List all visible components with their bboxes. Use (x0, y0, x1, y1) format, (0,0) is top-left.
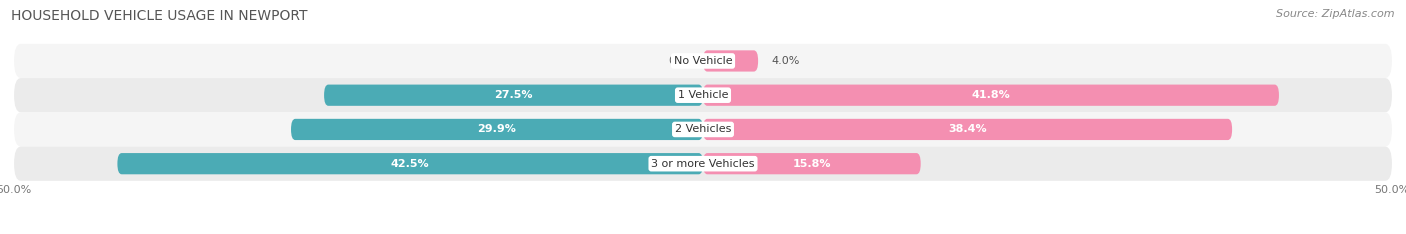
Text: 3 or more Vehicles: 3 or more Vehicles (651, 159, 755, 169)
Legend: Owner-occupied, Renter-occupied: Owner-occupied, Renter-occupied (576, 230, 830, 234)
Text: 1 Vehicle: 1 Vehicle (678, 90, 728, 100)
Text: 41.8%: 41.8% (972, 90, 1011, 100)
FancyBboxPatch shape (14, 78, 1392, 112)
FancyBboxPatch shape (703, 153, 921, 174)
Text: 42.5%: 42.5% (391, 159, 429, 169)
FancyBboxPatch shape (703, 50, 758, 72)
Text: 0.0%: 0.0% (668, 56, 696, 66)
FancyBboxPatch shape (291, 119, 703, 140)
Text: 38.4%: 38.4% (948, 124, 987, 135)
Text: 27.5%: 27.5% (495, 90, 533, 100)
Text: HOUSEHOLD VEHICLE USAGE IN NEWPORT: HOUSEHOLD VEHICLE USAGE IN NEWPORT (11, 9, 308, 23)
FancyBboxPatch shape (703, 84, 1279, 106)
FancyBboxPatch shape (14, 146, 1392, 181)
FancyBboxPatch shape (703, 119, 1232, 140)
Text: No Vehicle: No Vehicle (673, 56, 733, 66)
Text: Source: ZipAtlas.com: Source: ZipAtlas.com (1277, 9, 1395, 19)
Text: 29.9%: 29.9% (478, 124, 516, 135)
Text: 15.8%: 15.8% (793, 159, 831, 169)
Text: 2 Vehicles: 2 Vehicles (675, 124, 731, 135)
FancyBboxPatch shape (117, 153, 703, 174)
FancyBboxPatch shape (14, 44, 1392, 78)
FancyBboxPatch shape (14, 112, 1392, 146)
Text: 4.0%: 4.0% (772, 56, 800, 66)
FancyBboxPatch shape (323, 84, 703, 106)
